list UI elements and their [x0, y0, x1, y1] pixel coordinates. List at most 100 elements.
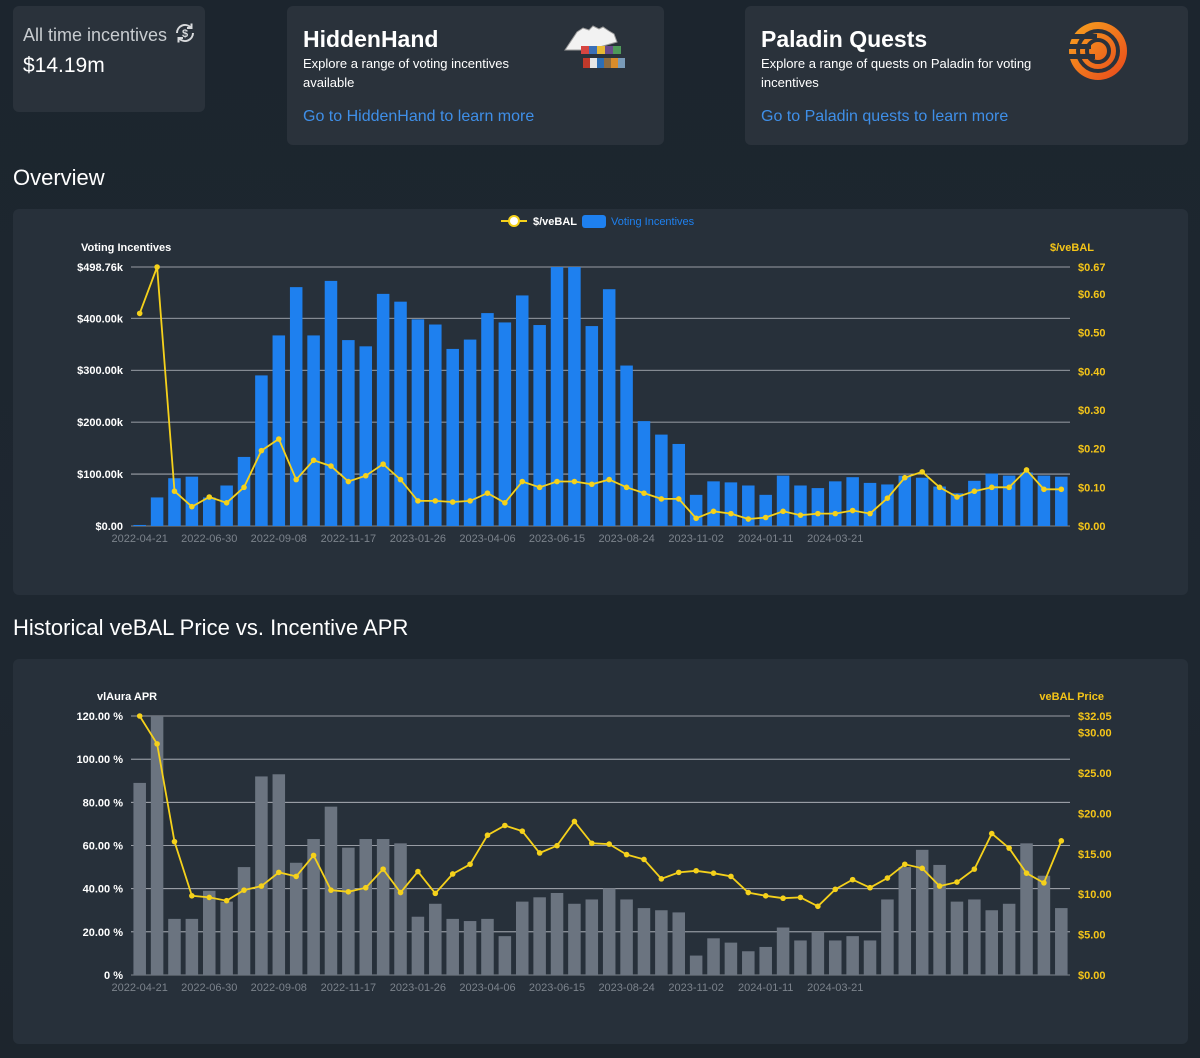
y-right-axis-label: $/veBAL	[1050, 242, 1094, 254]
bar	[672, 912, 686, 975]
hiddenhand-description: Explore a range of voting incentives ava…	[303, 56, 509, 90]
line-point	[189, 503, 195, 510]
x-tick-label: 2023-08-24	[598, 982, 654, 994]
line-point	[641, 490, 647, 496]
bar	[585, 899, 599, 975]
line-point	[693, 515, 699, 522]
bar	[307, 335, 320, 526]
line-point	[171, 838, 178, 845]
y-right-tick-label: $30.00	[1078, 728, 1112, 740]
line-point	[397, 889, 404, 896]
bar	[498, 322, 512, 526]
bar	[133, 782, 146, 975]
x-tick-label: 2023-01-26	[390, 982, 446, 994]
line-point	[310, 852, 317, 859]
y-left-tick-label: $0.00	[95, 521, 123, 533]
line-point	[571, 818, 578, 825]
line-point	[745, 516, 752, 522]
bar	[481, 918, 494, 975]
bar	[707, 481, 720, 526]
bar	[724, 482, 738, 526]
line-point	[815, 903, 821, 910]
bar	[394, 301, 407, 526]
bar	[759, 494, 772, 526]
paladin-link[interactable]: Go to Paladin quests to learn more	[761, 108, 1009, 125]
x-tick-label: 2023-04-06	[459, 982, 515, 994]
x-tick-label: 2022-04-21	[112, 982, 168, 994]
bar	[602, 888, 616, 975]
line-point	[449, 871, 456, 877]
bar	[707, 938, 720, 975]
bar	[915, 849, 929, 975]
bar	[272, 335, 286, 526]
bar	[411, 319, 425, 526]
line-point	[1058, 838, 1065, 844]
line-point	[345, 478, 352, 485]
bar	[828, 481, 842, 526]
bar	[724, 942, 738, 975]
y-right-tick-label: $0.40	[1078, 366, 1106, 378]
line-point	[762, 893, 769, 899]
line-point	[623, 484, 630, 491]
y-left-tick-label: 20.00 %	[83, 927, 124, 939]
bar	[342, 340, 355, 526]
y-right-tick-label: $32.05	[1078, 711, 1112, 723]
line-point	[797, 512, 804, 518]
bar	[429, 324, 442, 526]
x-tick-label: 2024-01-11	[738, 533, 793, 545]
x-tick-label: 2024-03-21	[807, 982, 863, 994]
bar	[394, 843, 407, 975]
bar	[550, 267, 564, 526]
line-point	[710, 508, 717, 515]
line-point	[762, 514, 769, 521]
line-point	[606, 476, 612, 483]
line-point	[206, 894, 213, 901]
line-point	[258, 447, 265, 454]
bar	[620, 365, 633, 526]
legend-label-voting-incentives: Voting Incentives	[611, 216, 695, 228]
bar	[637, 421, 651, 526]
x-tick-label: 2022-11-17	[321, 533, 376, 545]
bar	[794, 485, 807, 526]
bar	[742, 485, 755, 526]
bar	[881, 484, 894, 526]
line-point	[589, 481, 595, 488]
line-point	[397, 476, 404, 483]
y-left-tick-label: 80.00 %	[83, 797, 124, 809]
paladin-logo	[1067, 22, 1127, 80]
overview-chart: Voting Incentives $/veBAL $0.00 $100.00k $20…	[77, 215, 1106, 545]
line-point	[519, 828, 526, 834]
x-tick-label: 2023-04-06	[459, 533, 515, 545]
line-point	[345, 888, 352, 895]
legend-line-marker	[508, 215, 520, 227]
line-point	[293, 873, 299, 880]
line-point	[728, 510, 734, 517]
line-point	[536, 850, 543, 856]
bar	[307, 839, 320, 975]
bar	[776, 927, 790, 975]
bar	[898, 475, 912, 526]
hiddenhand-link[interactable]: Go to HiddenHand to learn more	[303, 108, 535, 125]
line-point	[641, 856, 647, 863]
line-point	[310, 457, 317, 464]
y-right-tick-label: $0.00	[1078, 970, 1106, 982]
y-left-tick-label: $300.00k	[77, 365, 124, 377]
bar	[794, 940, 807, 975]
refresh-icon[interactable]: $	[173, 21, 197, 45]
y-left-tick-label: 60.00 %	[83, 841, 124, 853]
bar	[446, 348, 459, 526]
x-tick-label: 2023-11-02	[668, 533, 723, 545]
overview-heading: Overview	[13, 165, 105, 190]
bar	[881, 899, 894, 975]
line-point	[536, 484, 543, 491]
x-tick-label: 2023-06-15	[529, 533, 585, 545]
line-point	[780, 508, 786, 515]
line-point	[1023, 870, 1030, 876]
line-point	[780, 895, 786, 902]
bar	[985, 473, 999, 526]
line-point	[745, 889, 752, 896]
line-point	[380, 866, 386, 872]
bar	[463, 921, 477, 975]
line-point	[154, 741, 160, 747]
line-point	[936, 484, 943, 491]
